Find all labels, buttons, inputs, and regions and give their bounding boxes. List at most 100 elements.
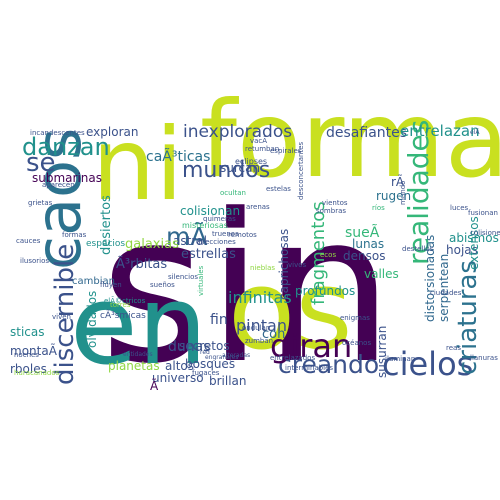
cloud-word: vivos <box>288 261 307 269</box>
cloud-word: rugen <box>376 189 412 203</box>
cloud-word: densos <box>343 249 386 263</box>
cloud-word: espirales <box>270 147 302 155</box>
cloud-word: ciudades <box>430 289 462 297</box>
cloud-word: silencios <box>168 273 199 281</box>
cloud-word: rboles <box>10 362 47 376</box>
cloud-word: profundos <box>295 284 356 298</box>
cloud-word: vacÃ <box>250 137 268 145</box>
cloud-word: fin <box>210 312 228 328</box>
cloud-word: astral <box>173 234 207 248</box>
cloud-word: mÃ <box>166 222 208 251</box>
cloud-word: iluminan <box>385 355 416 363</box>
cloud-word: universo <box>152 371 204 385</box>
cloud-word: llanuras <box>470 354 498 362</box>
cloud-word: formas <box>62 231 87 239</box>
cloud-word: ni <box>92 106 184 223</box>
cloud-word: pintan <box>236 316 287 335</box>
cloud-word: elÃ <box>470 129 480 136</box>
cloud-word: ilusorios <box>20 257 50 265</box>
cloud-word: ecos <box>320 251 337 259</box>
cloud-word: sueños <box>150 281 175 289</box>
cloud-word: fluyen <box>100 281 122 289</box>
cloud-word: planetas <box>108 359 160 373</box>
cloud-word: elÃ©ctricos <box>104 297 146 305</box>
cloud-word: sombras <box>316 207 347 215</box>
cloud-word: estelas <box>266 185 291 193</box>
cloud-word: cielos <box>382 345 474 383</box>
cloud-word: océanos <box>342 339 372 347</box>
cloud-word: mundo <box>399 180 407 205</box>
cloud-word: extensos <box>467 216 481 270</box>
cloud-word: exploran <box>86 125 139 139</box>
cloud-word: colisionan <box>180 204 241 218</box>
cloud-word: se <box>26 148 56 178</box>
cloud-word: lunas <box>352 237 385 251</box>
cloud-word: entidades <box>123 351 153 358</box>
cloud-word: engranajes <box>205 354 239 361</box>
cloud-word: retumban <box>245 145 280 153</box>
cloud-word: ríos <box>372 204 385 212</box>
cloud-word: dunas <box>168 339 211 355</box>
cloud-word: grietas <box>28 199 53 207</box>
cloud-word: inexplorados <box>183 122 293 142</box>
cloud-word: huracanados <box>14 369 60 377</box>
cloud-word: zumban <box>245 337 274 345</box>
cloud-word: direcciones <box>196 238 236 246</box>
cloud-word: sin <box>100 171 394 409</box>
cloud-word: colisiones <box>470 229 500 237</box>
cloud-word: creando <box>278 350 380 379</box>
cloud-word: cÃ³smicas <box>100 311 146 321</box>
cloud-word: ocultan <box>220 189 246 197</box>
cloud-word: misteriosas <box>182 221 228 230</box>
cloud-word: viven <box>52 313 71 321</box>
cloud-word: sticas <box>10 325 45 339</box>
cloud-word: secretos <box>179 339 230 353</box>
cloud-word: cambian <box>72 276 115 287</box>
cloud-word: entrelazan <box>400 122 480 140</box>
cloud-word: rÃ <box>391 175 405 189</box>
cloud-word: reas <box>446 344 461 352</box>
cloud-word: Ã³rbitas <box>116 257 168 272</box>
cloud-word: arenas <box>246 203 270 211</box>
cloud-word: con <box>262 327 286 342</box>
cloud-word: entrelazados <box>270 354 316 362</box>
cloud-word: brillan <box>209 374 247 388</box>
cloud-word: galaxias <box>125 237 179 252</box>
cloud-word: altos <box>165 359 194 373</box>
cloud-word: espacios <box>86 239 126 249</box>
cloud-word: fugaces <box>192 369 220 377</box>
cloud-word: bosques <box>185 357 236 371</box>
cloud-word: hojas <box>446 243 478 257</box>
cloud-word: torres <box>110 301 131 309</box>
cloud-word: os <box>228 246 353 374</box>
cloud-word: enigmas <box>340 314 370 322</box>
cloud-word: cauces <box>16 237 41 245</box>
cloud-word: luces <box>450 204 469 212</box>
cloud-word: virtuales <box>197 265 205 296</box>
cloud-word: olvidados <box>85 290 99 348</box>
cloud-word: aparecen <box>42 181 75 189</box>
cloud-word: mundos <box>182 158 271 183</box>
cloud-word: truenos <box>212 230 239 238</box>
cloud-word: serpentean <box>437 253 451 322</box>
cloud-word: giran <box>270 327 353 365</box>
cloud-word: alteradas <box>222 352 251 359</box>
cloud-word: en <box>70 261 208 389</box>
cloud-word: submarinas <box>32 171 102 185</box>
cloud-word: caÃ³ticas <box>146 149 211 165</box>
cloud-word: desafiantes <box>326 125 408 141</box>
cloud-word: interminables <box>285 364 334 372</box>
cloud-word: montaÃ <box>10 344 57 358</box>
cloud-word: eclipses <box>235 157 268 166</box>
cloud-word: susurran <box>375 325 389 378</box>
cloud-word: estrellas <box>181 247 236 262</box>
cloud-word: sueÃ <box>345 225 380 241</box>
cloud-word: surcan <box>220 161 261 175</box>
cloud-word: incandescentes <box>30 129 85 137</box>
cloud-word: abismos <box>449 231 499 245</box>
cloud-word: remotos <box>228 231 257 239</box>
cloud-word: vientos <box>322 199 348 207</box>
cloud-word: noches <box>14 351 39 359</box>
cloud-word: danzan <box>22 133 110 161</box>
